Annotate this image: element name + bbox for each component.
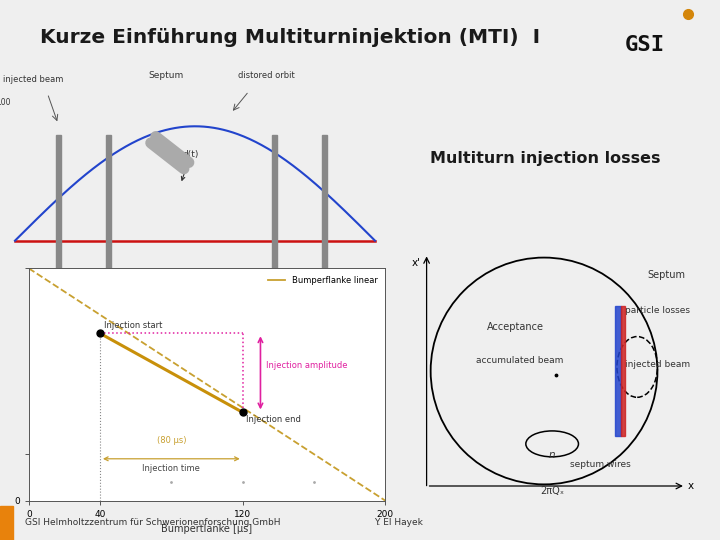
Text: d(t): d(t)	[181, 150, 199, 180]
Text: n: n	[549, 450, 555, 461]
Text: Y. El Hayek: Y. El Hayek	[374, 518, 423, 528]
Text: Injection amplitude: Injection amplitude	[266, 361, 347, 370]
Bar	[615, 306, 621, 436]
X-axis label: Bumpertlanke [μs]: Bumpertlanke [μs]	[161, 524, 253, 534]
Text: 2πQₓ: 2πQₓ	[540, 486, 564, 496]
Text: Injection start: Injection start	[104, 321, 162, 330]
Text: Bumper4: Bumper4	[307, 322, 342, 330]
Text: accumulated beam: accumulated beam	[476, 356, 564, 365]
Text: Bumper1: Bumper1	[41, 322, 76, 330]
Bar	[271, 135, 276, 278]
Text: Injection time: Injection time	[143, 464, 200, 472]
Legend: Bumperflanke linear: Bumperflanke linear	[265, 273, 381, 288]
Text: Bumper3: Bumper3	[257, 322, 292, 330]
Text: Multiturn injection losses: Multiturn injection losses	[430, 151, 660, 166]
Text: Kurze Einführung Multiturninjektion (MTI)  I: Kurze Einführung Multiturninjektion (MTI…	[40, 28, 540, 47]
Text: (80 μs): (80 μs)	[157, 436, 186, 445]
Text: closed orbit: closed orbit	[158, 326, 203, 335]
Text: GSI Helmholtzzentrum für Schwerionenforschung GmbH: GSI Helmholtzzentrum für Schwerionenfors…	[25, 518, 281, 528]
Text: injected beam: injected beam	[3, 75, 63, 84]
Text: x': x'	[412, 258, 420, 268]
Text: Septum: Septum	[648, 270, 686, 280]
Text: distored orbit: distored orbit	[238, 71, 295, 80]
Text: Acceptance: Acceptance	[487, 322, 544, 333]
Text: 100: 100	[0, 98, 11, 107]
Bar	[621, 306, 625, 436]
Text: Septum: Septum	[148, 71, 184, 80]
Bar	[106, 135, 111, 278]
Text: injected beam: injected beam	[625, 360, 690, 369]
Text: x: x	[688, 481, 693, 491]
Text: Bumper2: Bumper2	[91, 322, 126, 330]
Text: particle losses: particle losses	[625, 306, 690, 315]
Text: GSI: GSI	[624, 36, 665, 56]
Bar	[322, 135, 327, 278]
Text: septum wires: septum wires	[570, 460, 631, 469]
Bar	[0, 506, 13, 540]
Bar	[55, 135, 60, 278]
Text: Injection end: Injection end	[246, 415, 301, 424]
